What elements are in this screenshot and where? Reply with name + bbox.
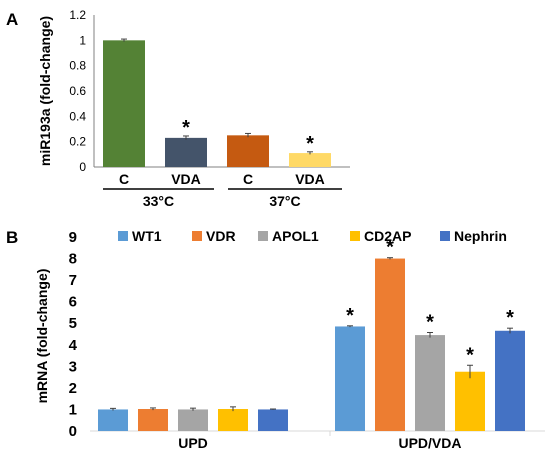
bar bbox=[495, 330, 525, 431]
bar bbox=[415, 335, 445, 431]
x-category-label: UPD bbox=[178, 435, 208, 451]
significance-marker: * bbox=[466, 344, 474, 366]
bar bbox=[138, 409, 168, 431]
y-tick-label: 1 bbox=[69, 401, 77, 418]
panel-b-letter: B bbox=[6, 228, 18, 247]
y-tick-label: 3 bbox=[69, 358, 77, 375]
y-tick-label: 7 bbox=[69, 272, 77, 289]
legend-swatch bbox=[192, 231, 202, 241]
y-tick-label: 4 bbox=[69, 337, 78, 354]
y-axis-title: miR193a (fold-change) bbox=[37, 16, 53, 166]
significance-marker: * bbox=[386, 237, 394, 259]
x-category-label: C bbox=[243, 171, 253, 187]
y-tick-label: 0.6 bbox=[69, 84, 86, 98]
legend-swatch bbox=[350, 231, 360, 241]
bar bbox=[289, 153, 331, 167]
legend-label: Nephrin bbox=[454, 228, 507, 244]
y-tick-label: 0 bbox=[69, 423, 77, 440]
significance-marker: * bbox=[346, 305, 354, 327]
x-category-label: UPD/VDA bbox=[398, 435, 461, 451]
panel-a-chart: 0 0.2 0.4 0.6 0.8 1 1.2 miR193a (fold-change) C *… bbox=[37, 8, 350, 209]
bar bbox=[178, 409, 208, 431]
bar bbox=[103, 40, 145, 168]
bar bbox=[455, 371, 485, 431]
y-tick-label: 0.8 bbox=[69, 59, 86, 73]
y-tick-label: 1 bbox=[79, 33, 86, 47]
x-category-label: C bbox=[119, 171, 129, 187]
y-tick-label: 9 bbox=[69, 229, 77, 246]
legend-swatch bbox=[258, 231, 268, 241]
bar bbox=[335, 326, 365, 431]
group-label: 33°C bbox=[143, 193, 174, 209]
significance-marker: * bbox=[506, 307, 514, 329]
significance-marker: * bbox=[182, 117, 190, 139]
y-tick-label: 0.4 bbox=[69, 109, 86, 123]
bar bbox=[218, 409, 248, 431]
y-tick-label: 0 bbox=[79, 160, 86, 174]
legend-label: VDR bbox=[206, 228, 236, 244]
y-tick-label: 2 bbox=[69, 380, 77, 397]
x-category-label: VDA bbox=[295, 171, 325, 187]
bar bbox=[375, 258, 405, 431]
y-tick-label: 8 bbox=[69, 251, 77, 268]
legend-swatch bbox=[118, 231, 128, 241]
y-tick-label: 1.2 bbox=[69, 8, 86, 22]
legend-label: APOL1 bbox=[272, 228, 319, 244]
bar bbox=[258, 409, 288, 431]
group-label: 37°C bbox=[269, 193, 300, 209]
y-axis-title: mRNA (fold-change) bbox=[34, 269, 50, 404]
y-tick-label: 0.2 bbox=[69, 135, 86, 149]
significance-marker: * bbox=[306, 133, 314, 155]
bar bbox=[165, 137, 207, 167]
x-category-label: VDA bbox=[171, 171, 201, 187]
bar bbox=[98, 409, 128, 431]
legend-swatch bbox=[440, 231, 450, 241]
panel-a-letter: A bbox=[6, 10, 18, 29]
y-tick-label: 5 bbox=[69, 315, 77, 332]
legend-label: WT1 bbox=[132, 228, 162, 244]
bar bbox=[227, 135, 269, 167]
legend-label: CD2AP bbox=[364, 228, 411, 244]
y-tick-label: 6 bbox=[69, 294, 77, 311]
panel-b-chart: 0 1 2 3 4 5 6 7 8 9 mRNA (fold-change) WT1 VDR APOL1 C… bbox=[34, 228, 545, 451]
significance-marker: * bbox=[426, 311, 434, 333]
